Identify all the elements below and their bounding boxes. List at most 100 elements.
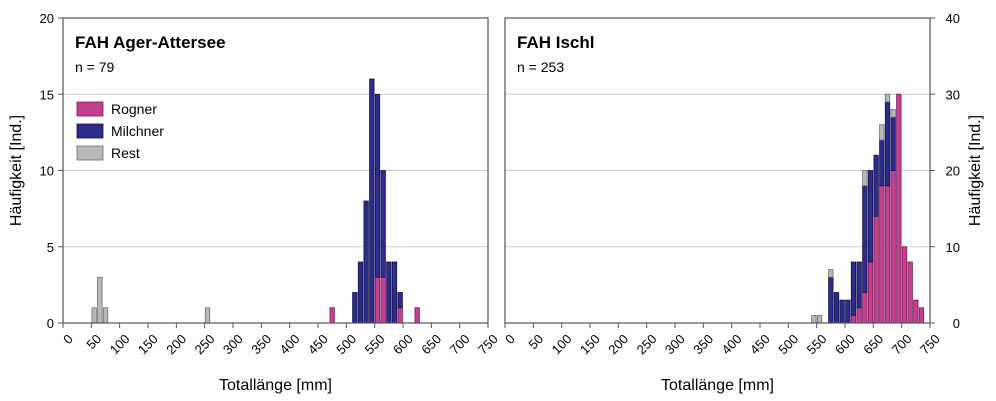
bar-rest-0-0 xyxy=(91,307,97,324)
bar-milchner-1-2 xyxy=(828,276,834,324)
x-tick-label-0-11: 550 xyxy=(362,331,388,357)
x-tick-label-0-13: 650 xyxy=(418,331,444,357)
bar-rogner-1-8 xyxy=(862,292,868,324)
x-tick-label-1-15: 750 xyxy=(917,331,943,357)
bar-milchner-0-6 xyxy=(357,261,364,324)
bar-rogner-1-16 xyxy=(907,261,913,324)
x-tick-label-1-4: 200 xyxy=(605,331,631,357)
bar-rogner-1-14 xyxy=(896,93,902,324)
bar-milchner-1-11 xyxy=(879,139,885,187)
x-tick-label-0-10: 500 xyxy=(333,331,359,357)
x-tick-label-1-13: 650 xyxy=(860,331,886,357)
x-tick-label-0-6: 300 xyxy=(220,331,246,357)
x-tick-label-0-7: 350 xyxy=(248,331,274,357)
x-tick-label-0-12: 600 xyxy=(390,331,416,357)
y-tick-label-1-0: 0 xyxy=(953,316,960,331)
bar-rest-0-2 xyxy=(102,307,109,324)
bar-milchner-1-12 xyxy=(884,101,891,187)
bar-rogner-0-13 xyxy=(397,307,403,324)
legend-swatch-rogner xyxy=(76,101,104,117)
bar-milchner-0-9 xyxy=(374,93,381,278)
bar-rogner-1-15 xyxy=(901,246,908,324)
panel-title-1: FAH Ischl xyxy=(517,33,594,52)
x-tick-label-1-3: 150 xyxy=(577,331,603,357)
x-tick-label-1-11: 550 xyxy=(804,331,830,357)
bar-milchner-1-13 xyxy=(890,116,896,171)
bar-rogner-1-12 xyxy=(884,185,891,324)
x-tick-label-1-9: 450 xyxy=(747,331,773,357)
legend-swatch-rest xyxy=(76,145,104,161)
y-tick-label-1-2: 20 xyxy=(946,164,960,179)
panel-n-1: n = 253 xyxy=(517,59,564,75)
y-tick-label-0-2: 10 xyxy=(40,164,54,179)
bar-rest-1-8 xyxy=(862,170,868,187)
bar-rogner-1-9 xyxy=(867,261,874,324)
legend-label-milchner: Milchner xyxy=(111,123,164,139)
bar-milchner-1-9 xyxy=(867,170,874,263)
bar-rest-1-0 xyxy=(811,314,817,324)
bar-rogner-0-4 xyxy=(329,307,335,324)
bar-rest-1-2 xyxy=(828,269,834,278)
x-tick-label-1-1: 50 xyxy=(525,331,546,352)
x-tick-label-0-14: 700 xyxy=(447,331,473,357)
x-tick-label-1-8: 400 xyxy=(719,331,745,357)
x-tick-label-0-1: 50 xyxy=(83,331,104,352)
y-tick-label-1-4: 40 xyxy=(946,11,960,26)
bar-rogner-0-14 xyxy=(414,307,420,324)
x-tick-label-1-12: 600 xyxy=(832,331,858,357)
bar-milchner-0-7 xyxy=(363,200,369,324)
bar-milchner-0-5 xyxy=(352,292,358,324)
bar-rest-0-3 xyxy=(204,307,211,324)
x-tick-label-0-9: 450 xyxy=(305,331,331,357)
bar-milchner-1-10 xyxy=(873,154,879,217)
bar-rogner-1-11 xyxy=(879,185,885,324)
y-tick-label-0-4: 20 xyxy=(40,11,54,26)
x-tick-label-1-14: 700 xyxy=(889,331,915,357)
legend-label-rest: Rest xyxy=(111,145,140,161)
bar-milchner-0-10 xyxy=(380,170,386,278)
x-tick-label-0-0: 0 xyxy=(60,331,76,347)
bar-milchner-1-8 xyxy=(862,185,868,293)
bar-rogner-1-10 xyxy=(873,215,879,324)
panel-n-0: n = 79 xyxy=(75,59,115,75)
bar-milchner-0-11 xyxy=(386,261,392,324)
y-tick-label-0-3: 15 xyxy=(40,87,54,102)
legend-swatch-milchner xyxy=(76,123,104,139)
x-tick-label-0-15: 750 xyxy=(475,331,501,357)
x-tick-label-1-10: 500 xyxy=(775,331,801,357)
y-axis-label-1: Häufigkeit [Ind.] xyxy=(967,115,984,226)
y-tick-label-0-0: 0 xyxy=(47,316,54,331)
x-tick-label-0-8: 400 xyxy=(277,331,303,357)
bar-rogner-1-6 xyxy=(850,314,857,324)
bar-milchner-1-4 xyxy=(839,299,845,324)
bar-rogner-1-7 xyxy=(856,307,862,324)
x-tick-label-1-7: 350 xyxy=(690,331,716,357)
y-tick-label-1-1: 10 xyxy=(946,240,960,255)
x-tick-label-0-4: 200 xyxy=(163,331,189,357)
bar-rest-1-12 xyxy=(884,93,891,103)
x-axis-label-0: Totallänge [mm] xyxy=(219,377,332,394)
bar-rogner-1-17 xyxy=(913,299,919,324)
bar-milchner-1-3 xyxy=(833,292,840,324)
y-axis-label-0: Häufigkeit [Ind.] xyxy=(8,115,25,226)
bar-milchner-0-8 xyxy=(369,78,375,324)
bar-rogner-0-10 xyxy=(380,276,386,324)
x-tick-label-1-5: 250 xyxy=(634,331,660,357)
panel-title-0: FAH Ager-Attersee xyxy=(75,33,226,52)
x-tick-label-1-2: 100 xyxy=(549,331,575,357)
x-tick-label-1-0: 0 xyxy=(502,331,518,347)
y-tick-label-1-3: 30 xyxy=(946,87,960,102)
x-tick-label-0-2: 100 xyxy=(107,331,133,357)
bar-milchner-0-13 xyxy=(397,292,403,309)
legend-label-rogner: Rogner xyxy=(111,101,157,117)
bar-rest-1-1 xyxy=(816,314,823,324)
bar-rogner-1-18 xyxy=(918,307,925,324)
bar-rest-1-13 xyxy=(890,109,896,118)
bar-rest-0-1 xyxy=(97,276,103,324)
bar-milchner-1-5 xyxy=(845,299,851,324)
bar-milchner-1-6 xyxy=(850,261,857,316)
y-tick-label-0-1: 5 xyxy=(47,240,54,255)
bar-milchner-1-7 xyxy=(856,261,862,309)
